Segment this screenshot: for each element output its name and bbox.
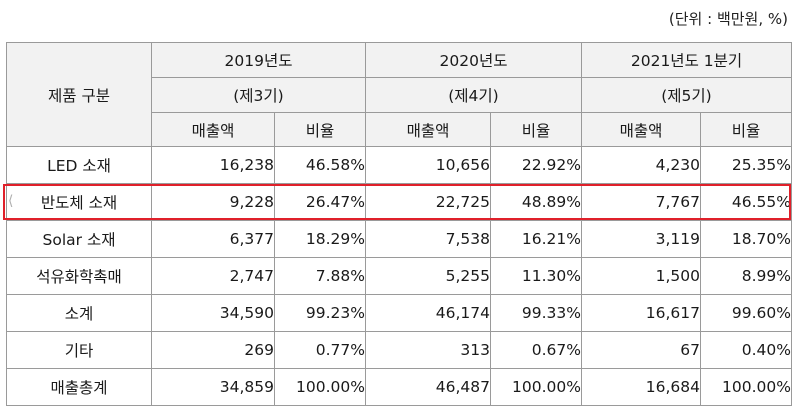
cell-sales: 269	[151, 331, 275, 369]
table-row: 석유화학촉매 2,747 7.88% 5,255 11.30% 1,500 8.…	[6, 257, 792, 295]
row-category: 기타	[6, 331, 152, 369]
cell-ratio: 26.47%	[274, 183, 366, 221]
cell-ratio: 0.40%	[700, 331, 792, 369]
cell-ratio: 18.70%	[700, 220, 792, 258]
header-period-2020-year: 2020년도	[365, 42, 582, 78]
table-row: LED 소재 16,238 46.58% 10,656 22.92% 4,230…	[6, 146, 792, 184]
cell-ratio: 18.29%	[274, 220, 366, 258]
cell-ratio: 100.00%	[274, 368, 366, 406]
cell-sales: 16,238	[151, 146, 275, 184]
cell-ratio: 46.55%	[700, 183, 792, 221]
cell-ratio: 0.77%	[274, 331, 366, 369]
cell-sales: 34,859	[151, 368, 275, 406]
cell-ratio: 46.58%	[274, 146, 366, 184]
header-ratio: 비율	[274, 112, 366, 147]
row-category: 매출총계	[6, 368, 152, 406]
table-row: 소계 34,590 99.23% 46,174 99.33% 16,617 99…	[6, 294, 792, 332]
chevron-left-icon: ⟨	[8, 193, 14, 209]
cell-sales: 4,230	[581, 146, 701, 184]
cell-ratio: 99.33%	[490, 294, 582, 332]
header-category: 제품 구분	[6, 42, 152, 147]
header-period-2019-year: 2019년도	[151, 42, 366, 78]
header-period-2019-term: (제3기)	[151, 77, 366, 113]
cell-ratio: 48.89%	[490, 183, 582, 221]
cell-ratio: 99.60%	[700, 294, 792, 332]
header-sales: 매출액	[151, 112, 275, 147]
cell-ratio: 7.88%	[274, 257, 366, 295]
header-period-2021-year: 2021년도 1분기	[581, 42, 792, 78]
cell-ratio: 8.99%	[700, 257, 792, 295]
cell-sales: 22,725	[365, 183, 491, 221]
cell-sales: 34,590	[151, 294, 275, 332]
cell-sales: 7,538	[365, 220, 491, 258]
cell-ratio: 11.30%	[490, 257, 582, 295]
cell-sales: 16,617	[581, 294, 701, 332]
table-row: 매출총계 34,859 100.00% 46,487 100.00% 16,68…	[6, 368, 792, 406]
cell-ratio: 25.35%	[700, 146, 792, 184]
unit-note: (단위 : 백만원, %)	[668, 10, 788, 28]
cell-sales: 9,228	[151, 183, 275, 221]
header-period-2020-term: (제4기)	[365, 77, 582, 113]
row-category: 반도체 소재	[6, 183, 152, 221]
table-row: 기타 269 0.77% 313 0.67% 67 0.40%	[6, 331, 792, 369]
cell-ratio: 22.92%	[490, 146, 582, 184]
header-ratio: 비율	[700, 112, 792, 147]
cell-ratio: 16.21%	[490, 220, 582, 258]
row-category: Solar 소재	[6, 220, 152, 258]
cell-ratio: 99.23%	[274, 294, 366, 332]
cell-sales: 46,174	[365, 294, 491, 332]
sales-table: 제품 구분 2019년도 2020년도 2021년도 1분기 (제3기) (제4…	[6, 42, 792, 406]
table-row: 반도체 소재 9,228 26.47% 22,725 48.89% 7,767 …	[6, 183, 792, 221]
cell-sales: 1,500	[581, 257, 701, 295]
cell-sales: 7,767	[581, 183, 701, 221]
header-ratio: 비율	[490, 112, 582, 147]
header-period-2021-term: (제5기)	[581, 77, 792, 113]
cell-sales: 313	[365, 331, 491, 369]
cell-sales: 16,684	[581, 368, 701, 406]
cell-sales: 5,255	[365, 257, 491, 295]
table-row: Solar 소재 6,377 18.29% 7,538 16.21% 3,119…	[6, 220, 792, 258]
cell-ratio: 100.00%	[490, 368, 582, 406]
row-category: LED 소재	[6, 146, 152, 184]
cell-sales: 67	[581, 331, 701, 369]
row-category: 석유화학촉매	[6, 257, 152, 295]
cell-sales: 10,656	[365, 146, 491, 184]
cell-sales: 2,747	[151, 257, 275, 295]
row-category: 소계	[6, 294, 152, 332]
cell-sales: 46,487	[365, 368, 491, 406]
cell-ratio: 0.67%	[490, 331, 582, 369]
cell-sales: 3,119	[581, 220, 701, 258]
header-sales: 매출액	[365, 112, 491, 147]
cell-ratio: 100.00%	[700, 368, 792, 406]
cell-sales: 6,377	[151, 220, 275, 258]
header-sales: 매출액	[581, 112, 701, 147]
